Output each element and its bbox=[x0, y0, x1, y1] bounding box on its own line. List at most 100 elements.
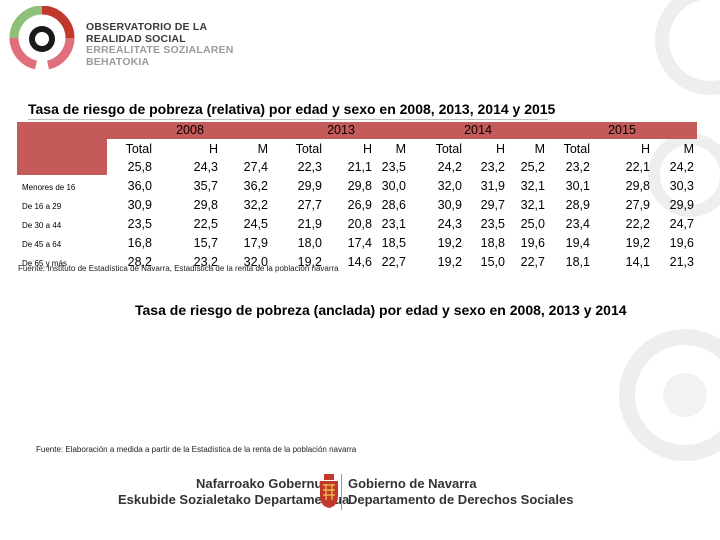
logo-line-2: REALIDAD SOCIAL bbox=[86, 32, 186, 45]
table-cell: 30,9 bbox=[127, 198, 152, 212]
table-cell: 24,7 bbox=[669, 217, 694, 231]
table-cell: 23,5 bbox=[480, 217, 505, 231]
table-cell: 30,3 bbox=[669, 179, 694, 193]
table-cell: 29,9 bbox=[669, 198, 694, 212]
total-cell: 23,2 bbox=[565, 160, 590, 174]
table-cell: 31,9 bbox=[480, 179, 505, 193]
table-cell: 32,2 bbox=[243, 198, 268, 212]
year-header: 2014 bbox=[464, 123, 492, 137]
table-cell: 28,6 bbox=[381, 198, 406, 212]
total-cell: 25,8 bbox=[127, 160, 152, 174]
table-cell: 29,8 bbox=[625, 179, 650, 193]
column-header: M bbox=[257, 142, 268, 156]
row-label: De 65 y más bbox=[22, 259, 67, 268]
table-cell: 19,6 bbox=[669, 236, 694, 250]
table-cell: 23,2 bbox=[193, 255, 218, 269]
row-label-header-block bbox=[17, 122, 107, 175]
column-header: Total bbox=[125, 142, 152, 156]
table-cell: 29,8 bbox=[347, 179, 372, 193]
year-header: 2013 bbox=[327, 123, 355, 137]
logo-text: OBSERVATORIO DE LA REALIDAD SOCIAL ERREA… bbox=[86, 21, 234, 68]
row-label: De 16 a 29 bbox=[22, 202, 62, 211]
table-cell: 18,0 bbox=[297, 236, 322, 250]
table-cell: 25,0 bbox=[520, 217, 545, 231]
column-header: H bbox=[640, 142, 650, 156]
table-cell: 16,8 bbox=[127, 236, 152, 250]
observatory-ring-logo-icon bbox=[9, 6, 75, 70]
year-header: 2008 bbox=[176, 123, 204, 137]
footer-left-line-2: Eskubide Sozialetako Departamentua bbox=[118, 492, 350, 507]
title-underline bbox=[28, 119, 548, 120]
table-cell: 18,8 bbox=[480, 236, 505, 250]
row-label: De 30 a 44 bbox=[22, 221, 62, 230]
table-cell: 28,9 bbox=[565, 198, 590, 212]
table-cell: 22,7 bbox=[520, 255, 545, 269]
year-header-band bbox=[107, 122, 697, 139]
table-cell: 26,9 bbox=[347, 198, 372, 212]
column-header: H bbox=[208, 142, 218, 156]
row-label: De 45 a 64 bbox=[22, 240, 62, 249]
table-cell: 30,0 bbox=[381, 179, 406, 193]
footer-right-line-1: Gobierno de Navarra bbox=[348, 476, 477, 491]
table-cell: 19,2 bbox=[437, 255, 462, 269]
table-cell: 30,1 bbox=[565, 179, 590, 193]
table-cell: 19,6 bbox=[520, 236, 545, 250]
total-cell: 24,2 bbox=[437, 160, 462, 174]
logo-line-4: BEHATOKIA bbox=[86, 55, 150, 68]
table-cell: 23,5 bbox=[127, 217, 152, 231]
total-cell: 23,5 bbox=[381, 160, 406, 174]
table-cell: 15,7 bbox=[193, 236, 218, 250]
table-cell: 19,2 bbox=[625, 236, 650, 250]
total-cell: 25,2 bbox=[520, 160, 545, 174]
column-header: M bbox=[395, 142, 406, 156]
table-cell: 17,4 bbox=[347, 236, 372, 250]
year-header: 2015 bbox=[608, 123, 636, 137]
table-cell: 29,7 bbox=[480, 198, 505, 212]
column-header: H bbox=[495, 142, 505, 156]
table-cell: 29,8 bbox=[193, 198, 218, 212]
table-cell: 32,1 bbox=[520, 198, 545, 212]
total-cell: 23,2 bbox=[480, 160, 505, 174]
decorative-rings bbox=[619, 0, 720, 461]
table-cell: 19,2 bbox=[297, 255, 322, 269]
logo-line-3: ERREALITATE SOZIALAREN bbox=[86, 44, 234, 56]
total-cell: 24,3 bbox=[193, 160, 218, 174]
table-cell: 19,2 bbox=[437, 236, 462, 250]
table-cell: 32,0 bbox=[437, 179, 462, 193]
table-cell: 23,4 bbox=[565, 217, 590, 231]
table-cell: 36,2 bbox=[243, 179, 268, 193]
column-header: Total bbox=[295, 142, 322, 156]
column-header: H bbox=[362, 142, 372, 156]
table-cell: 30,9 bbox=[437, 198, 462, 212]
table-cell: 22,2 bbox=[625, 217, 650, 231]
table-cell: 15,0 bbox=[480, 255, 505, 269]
table-cell: 27,7 bbox=[297, 198, 322, 212]
total-cell: 27,4 bbox=[243, 160, 268, 174]
table-cell: 18,5 bbox=[381, 236, 406, 250]
table2-title: Tasa de riesgo de pobreza (anclada) por … bbox=[135, 302, 627, 318]
column-header: Total bbox=[435, 142, 462, 156]
footer-separator bbox=[341, 474, 342, 510]
table-cell: 18,1 bbox=[565, 255, 590, 269]
footer-left-line-1: Nafarroako Gobernua bbox=[196, 476, 330, 491]
navarra-shield-icon bbox=[320, 474, 338, 508]
table-cell: 21,9 bbox=[297, 217, 322, 231]
table-cell: 22,7 bbox=[381, 255, 406, 269]
table-cell: 24,3 bbox=[437, 217, 462, 231]
table-cell: 23,1 bbox=[381, 217, 406, 231]
table-cell: 19,4 bbox=[565, 236, 590, 250]
table-cell: 36,0 bbox=[127, 179, 152, 193]
table-cell: 20,8 bbox=[347, 217, 372, 231]
column-header: M bbox=[683, 142, 694, 156]
column-header: M bbox=[534, 142, 545, 156]
table-cell: 21,3 bbox=[669, 255, 694, 269]
table-cell: 22,5 bbox=[193, 217, 218, 231]
column-header: Total bbox=[563, 142, 590, 156]
total-cell: 22,1 bbox=[625, 160, 650, 174]
table-cell: 29,9 bbox=[297, 179, 322, 193]
total-cell: 22,3 bbox=[297, 160, 322, 174]
logo-line-1: OBSERVATORIO DE LA bbox=[86, 21, 208, 33]
footer-right-line-2: Departamento de Derechos Sociales bbox=[348, 492, 574, 507]
table-cell: 32,0 bbox=[243, 255, 268, 269]
table-cell: 27,9 bbox=[625, 198, 650, 212]
